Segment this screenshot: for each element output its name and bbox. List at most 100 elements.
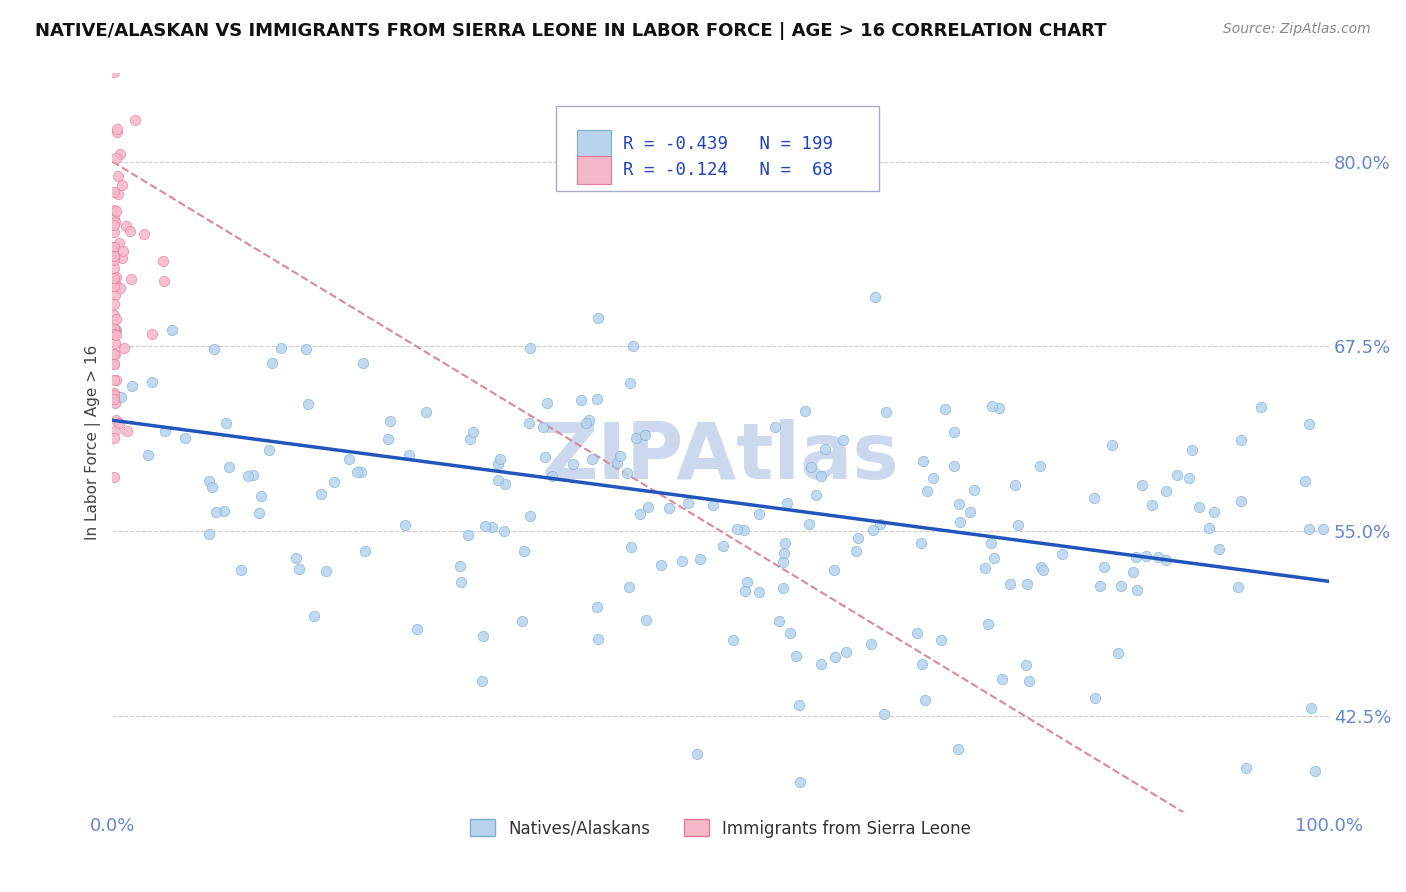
Point [152, 253, 174, 268]
Point [1084, 690, 1107, 705]
Point [103, 357, 125, 371]
Point [735, 575, 758, 590]
Point [103, 185, 125, 199]
Point [676, 496, 699, 510]
Point [875, 405, 897, 419]
Text: R = -0.439   N = 199: R = -0.439 N = 199 [623, 135, 834, 153]
Point [512, 614, 534, 628]
Point [337, 452, 360, 467]
Point [772, 556, 794, 570]
Point [152, 274, 174, 288]
Point [609, 450, 631, 464]
Point [103, 470, 125, 484]
Point [309, 487, 332, 501]
Point [104, 335, 127, 350]
Point [748, 584, 770, 599]
Point [1154, 484, 1177, 499]
Point [297, 397, 319, 411]
Point [197, 527, 219, 541]
Point [619, 376, 641, 391]
Point [990, 673, 1012, 687]
Point [242, 467, 264, 482]
Point [202, 342, 225, 356]
Point [105, 270, 128, 285]
Point [103, 61, 125, 75]
Point [103, 211, 125, 225]
Point [236, 469, 259, 483]
Text: ZIPAtlas: ZIPAtlas [541, 419, 900, 495]
Point [686, 747, 709, 761]
Point [748, 507, 770, 521]
Point [1166, 468, 1188, 483]
Point [103, 431, 125, 445]
Point [270, 341, 292, 355]
Point [105, 328, 128, 343]
Point [617, 580, 640, 594]
Point [107, 187, 129, 202]
Point [1188, 500, 1211, 515]
Point [103, 392, 125, 406]
Point [449, 559, 471, 574]
Point [104, 323, 127, 337]
Y-axis label: In Labor Force | Age > 16: In Labor Force | Age > 16 [86, 345, 101, 540]
Point [103, 386, 125, 401]
Point [773, 546, 796, 560]
Point [763, 419, 786, 434]
Text: NATIVE/ALASKAN VS IMMIGRANTS FROM SIERRA LEONE IN LABOR FORCE | AGE > 16 CORRELA: NATIVE/ALASKAN VS IMMIGRANTS FROM SIERRA… [35, 22, 1107, 40]
Point [323, 475, 346, 490]
Point [1101, 438, 1123, 452]
Point [616, 466, 638, 480]
Point [103, 346, 125, 360]
Point [1140, 499, 1163, 513]
Point [105, 373, 128, 387]
Point [846, 531, 869, 545]
Point [733, 523, 755, 537]
Point [905, 626, 928, 640]
Point [481, 520, 503, 534]
Point [472, 629, 495, 643]
Point [519, 342, 541, 356]
Point [250, 489, 273, 503]
Point [974, 561, 997, 575]
Point [623, 338, 645, 352]
Point [934, 402, 956, 417]
Point [103, 373, 125, 387]
Point [1007, 518, 1029, 533]
Point [585, 392, 607, 407]
Point [204, 505, 226, 519]
Point [104, 323, 127, 337]
Point [201, 480, 224, 494]
Point [634, 613, 657, 627]
Point [304, 609, 326, 624]
Point [111, 178, 134, 193]
Point [141, 326, 163, 341]
Point [103, 297, 125, 311]
Point [486, 457, 509, 471]
Point [247, 506, 270, 520]
Point [832, 433, 855, 447]
Point [494, 524, 516, 539]
Point [231, 563, 253, 577]
Point [998, 577, 1021, 591]
Point [104, 395, 127, 409]
Point [581, 452, 603, 467]
Point [463, 425, 485, 440]
Point [103, 218, 125, 232]
Point [1250, 400, 1272, 414]
Point [107, 235, 129, 250]
Point [1130, 477, 1153, 491]
Text: R = -0.124   N =  68: R = -0.124 N = 68 [623, 161, 834, 179]
Point [711, 539, 734, 553]
Point [112, 244, 135, 258]
FancyBboxPatch shape [576, 130, 612, 158]
Point [689, 552, 711, 566]
Point [963, 483, 986, 498]
Point [458, 432, 481, 446]
Point [1126, 582, 1149, 597]
Point [1146, 550, 1168, 565]
FancyBboxPatch shape [557, 106, 879, 191]
Point [108, 147, 131, 161]
Point [198, 474, 221, 488]
Point [976, 617, 998, 632]
Point [845, 543, 868, 558]
